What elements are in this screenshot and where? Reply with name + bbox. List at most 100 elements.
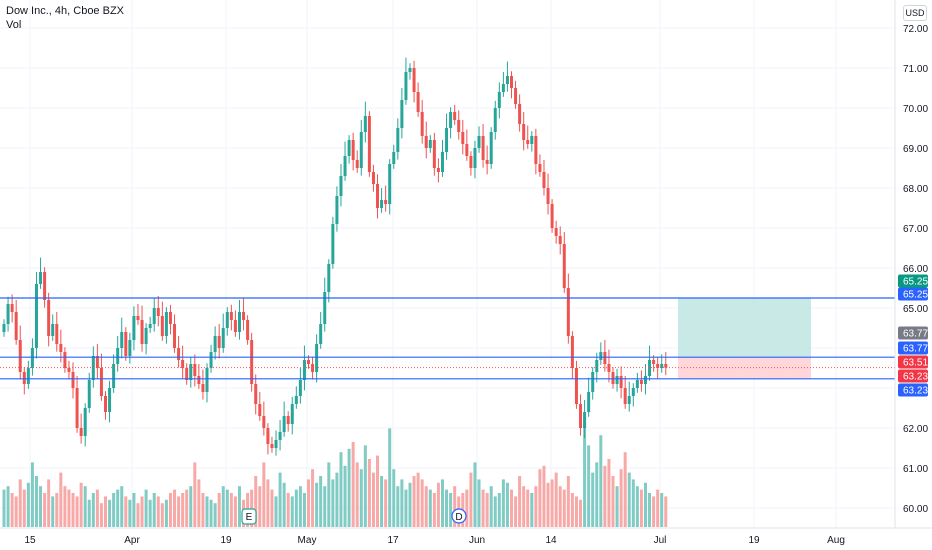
candle-body (136, 316, 140, 320)
candle-body (2, 324, 6, 332)
marker-shape (241, 508, 257, 525)
currency-badge[interactable]: USD (903, 5, 927, 21)
badge-label: 63.23 (903, 386, 928, 397)
candle-body (449, 112, 453, 128)
candle-body (124, 332, 128, 356)
candle-body (258, 404, 262, 416)
candle-body (213, 336, 217, 352)
candle-body (453, 112, 457, 120)
candle-body (376, 184, 380, 208)
candle-body (254, 384, 258, 404)
volume-bar (286, 493, 290, 527)
candle-body (59, 344, 63, 352)
volume-bar (558, 486, 562, 527)
volume-bar (201, 493, 205, 527)
candle-body (619, 376, 623, 388)
time-tick-label: Aug (827, 535, 845, 546)
volume-bar (554, 472, 558, 527)
volume-bar (432, 493, 436, 527)
candle-body (514, 88, 518, 104)
volume-bar (477, 479, 481, 527)
candle-body (95, 356, 99, 368)
volume-bar (631, 479, 635, 527)
candle-body (108, 388, 112, 412)
volume-bar (376, 455, 380, 527)
volume-bar (396, 486, 400, 527)
candle-body (355, 160, 359, 168)
volume-bar (124, 496, 128, 527)
candle-body (445, 128, 449, 152)
position-zones[interactable] (678, 298, 811, 379)
time-axis[interactable]: 15 Apr 19 May 17 Jun 14 Jul 19 Aug (0, 527, 932, 550)
candle-body (177, 348, 181, 360)
candle-body (156, 308, 160, 316)
price-badge-line: 65.25 (898, 287, 928, 301)
volume-bar (95, 489, 99, 527)
marker-label: E (246, 512, 253, 523)
badge-bg (898, 274, 928, 288)
candle-body (656, 364, 660, 368)
volume-bar (181, 493, 185, 527)
candle-body (201, 384, 205, 392)
candle-body (205, 368, 209, 392)
candle-body (327, 264, 331, 292)
marker-shape (451, 508, 467, 524)
volume-bar (63, 486, 67, 527)
candle-body (128, 340, 132, 356)
time-tick-label: Apr (124, 535, 140, 546)
volume-bar (323, 486, 327, 527)
price-tick-label: 65.00 (903, 304, 928, 315)
price-tick-label: 69.00 (903, 144, 928, 155)
volume-bar (315, 482, 319, 527)
candle-body (522, 124, 526, 140)
badge-label: 63.77 (903, 329, 928, 340)
candle-body (250, 340, 254, 384)
candle-body (388, 164, 392, 204)
candle-body (546, 188, 550, 204)
volume-bar (327, 462, 331, 527)
candle-body (189, 364, 193, 380)
candle-body (611, 372, 615, 384)
candle-body (526, 140, 530, 144)
candle-body (181, 360, 185, 368)
volume-bar (91, 493, 95, 527)
volume-bar (258, 486, 262, 527)
candle-body (420, 112, 424, 136)
volume-bar (278, 472, 282, 527)
volume-bar (392, 469, 396, 527)
candle-body (489, 132, 493, 164)
volume-bar (164, 499, 168, 527)
candle-body (648, 360, 652, 376)
badge-label: 63.77 (903, 344, 928, 355)
horizontal-lines[interactable] (0, 297, 895, 380)
volume-bar (574, 496, 578, 527)
badge-bg (898, 326, 928, 340)
candle-body (140, 320, 144, 344)
candle-body (193, 364, 197, 376)
volume-bar (579, 499, 583, 527)
badge-bg (898, 341, 928, 355)
candle-body (664, 364, 668, 368)
candle-body (562, 244, 566, 288)
candle-body (278, 432, 282, 440)
candle-body (583, 412, 587, 428)
volume-bar (26, 482, 30, 527)
candle-body (185, 368, 189, 380)
volume-bar (205, 496, 209, 527)
marker-label: D (455, 512, 462, 523)
candle-body (63, 352, 67, 368)
volume-bar (185, 489, 189, 527)
volume-bar (270, 489, 274, 527)
volume-bar (47, 479, 51, 527)
candle-body (412, 68, 416, 92)
volume-bar (209, 499, 213, 527)
candle-body (10, 304, 14, 312)
candle-body (47, 300, 51, 336)
candle-body (148, 324, 152, 328)
volume-bar (501, 479, 505, 527)
candle-body (510, 76, 513, 88)
volume-bar (351, 442, 355, 527)
candles (2, 57, 668, 456)
